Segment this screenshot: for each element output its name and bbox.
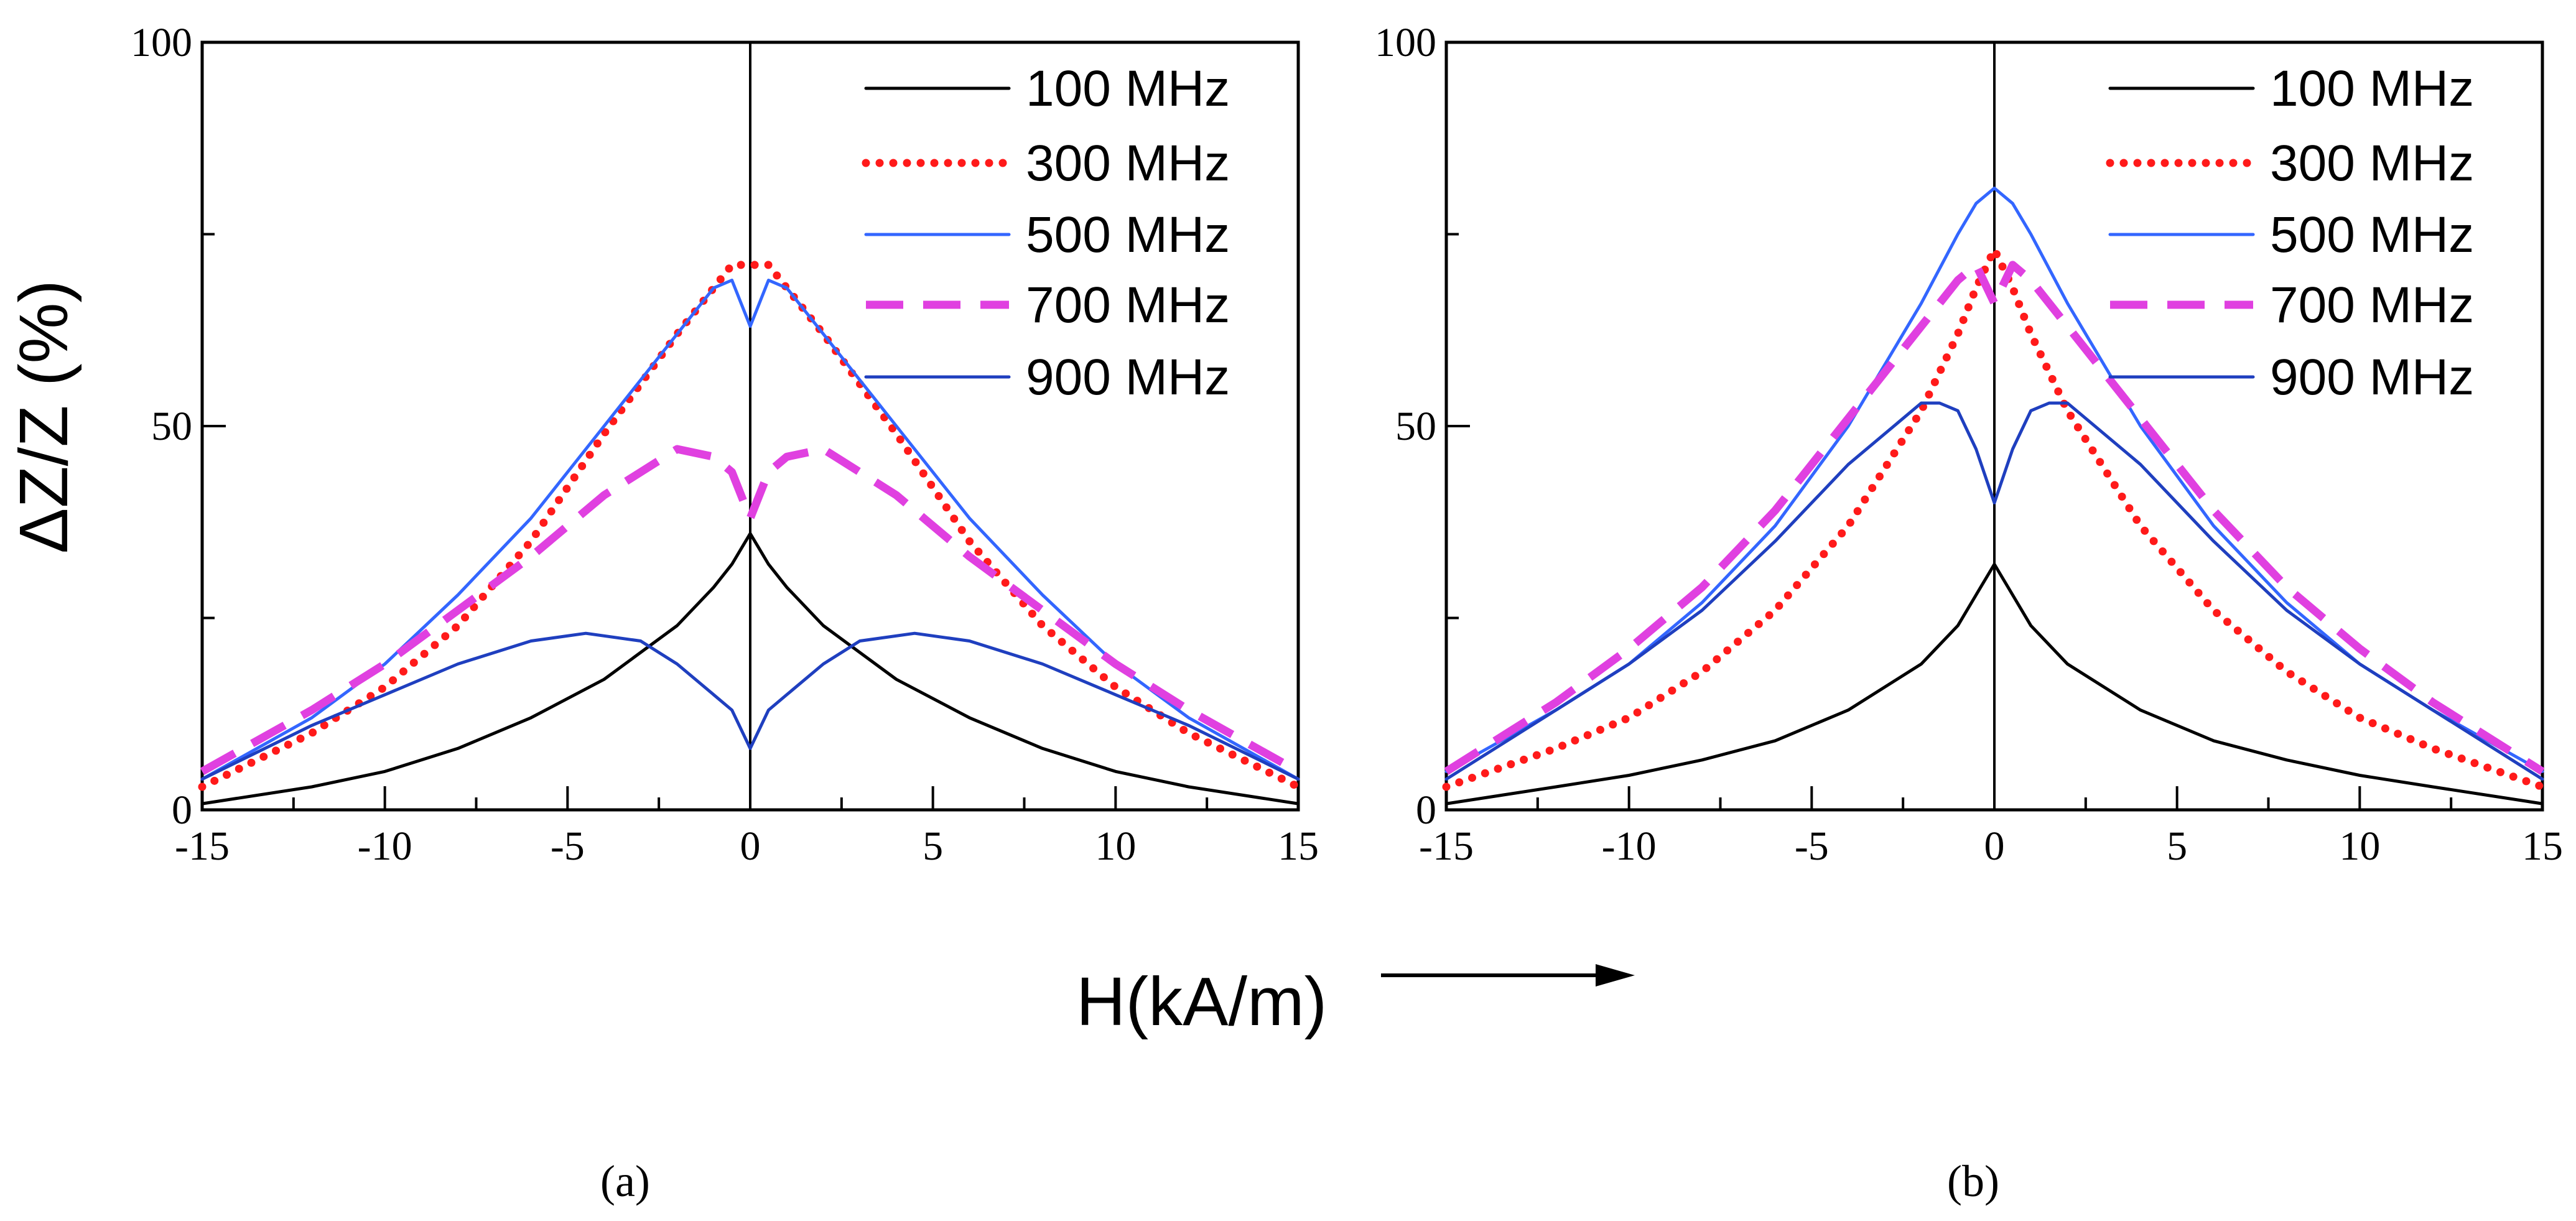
legend-label: 700 MHz xyxy=(2270,277,2474,333)
series-line-900-mhz xyxy=(200,631,1300,781)
x-tick-label: 10 xyxy=(2339,824,2380,869)
legend-label: 700 MHz xyxy=(1026,277,1230,333)
series-line-700-mhz xyxy=(200,445,1301,775)
x-tick-label: -5 xyxy=(551,824,585,869)
legend-label: 500 MHz xyxy=(2270,207,2474,263)
x-tick-label: -10 xyxy=(1602,824,1657,869)
x-tick-label: 5 xyxy=(2167,824,2187,869)
series-line-100-mhz xyxy=(200,532,1300,805)
series-line-500-mhz xyxy=(200,279,1300,781)
x-tick-label: 10 xyxy=(1095,824,1136,869)
series-line-900-mhz xyxy=(1444,401,2544,781)
chart-panel-b: -15 -10 -5 0 5 10 15 0 50 100 100 MHz 300 MHz 500 MH… xyxy=(1375,20,2563,869)
x-tick-label: 0 xyxy=(740,824,761,869)
y-tick-label: 0 xyxy=(1416,787,1436,833)
x-axis-arrow xyxy=(1381,964,1635,987)
x-tick-label: 15 xyxy=(1278,824,1319,869)
series-line-500-mhz xyxy=(1444,187,2544,773)
chart-panel-a: -15 -10 -5 0 5 10 15 0 50 100 100 MHz 300 MHz 500 MH… xyxy=(131,20,1319,869)
x-tick-label: -15 xyxy=(175,824,230,869)
y-tick-label: 50 xyxy=(1395,404,1436,449)
legend-label: 100 MHz xyxy=(1026,60,1230,117)
y-tick-label: 100 xyxy=(1375,20,1436,65)
legend-label: 300 MHz xyxy=(1026,135,1230,192)
y-tick-label: 50 xyxy=(151,404,192,449)
series-line-700-mhz xyxy=(1444,261,2545,775)
x-tick-label: 5 xyxy=(923,824,943,869)
x-tick-label: 0 xyxy=(1984,824,2005,869)
y-tick-label: 100 xyxy=(131,20,192,65)
legend-label: 500 MHz xyxy=(1026,207,1230,263)
series-line-300-mhz xyxy=(198,261,1303,791)
caption-panel-a: (a) xyxy=(600,1156,650,1206)
x-tick-label: -5 xyxy=(1795,824,1829,869)
y-axis-title: ΔZ/Z (%) xyxy=(6,280,82,554)
caption-panel-b: (b) xyxy=(1947,1156,1999,1206)
x-tick-label: -10 xyxy=(358,824,412,869)
legend-label: 100 MHz xyxy=(2270,60,2474,117)
y-tick-label: 0 xyxy=(172,787,192,833)
legend-label: 900 MHz xyxy=(1026,349,1230,406)
x-tick-label: -15 xyxy=(1419,824,1474,869)
series-line-100-mhz xyxy=(1444,562,2544,805)
x-axis-title: H(kA/m) xyxy=(1076,963,1327,1040)
legend-label: 900 MHz xyxy=(2270,349,2474,406)
legend-label: 300 MHz xyxy=(2270,135,2474,192)
x-tick-label: 15 xyxy=(2522,824,2563,869)
